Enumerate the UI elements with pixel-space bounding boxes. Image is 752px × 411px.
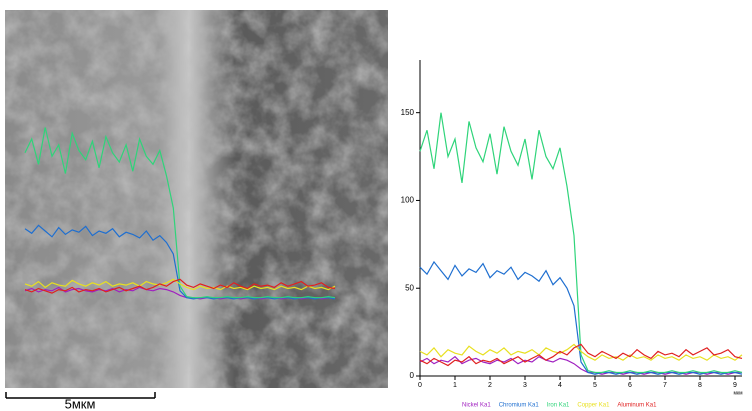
legend-entry: Copper Ka1 [577,403,610,409]
sem-image [5,10,388,388]
series-line [420,113,742,373]
legend-entry: Iron Ka1 [547,403,570,409]
scale-bar-label: 5мкм [65,396,96,411]
legend-entry: Chromium Ka1 [499,403,540,409]
x-tick-label: 1 [453,382,457,389]
y-tick-label: 150 [401,108,415,117]
x-tick-label: 4 [558,382,562,389]
x-tick-label: 7 [663,382,667,389]
y-tick-label: 50 [405,283,414,292]
x-tick-label: 6 [628,382,632,389]
x-tick-label: 5 [593,382,597,389]
sem-texture [5,10,388,388]
figure: 5мкм 0 50 100 150 0 1 2 3 4 5 6 7 8 9мкм Nickel Ka1 Chr… [0,0,752,411]
x-tick-label: 9 [733,382,737,389]
page: {"chart_data": {"type": "line", "scale_b… [0,0,752,411]
x-tick-label: 2 [488,382,492,389]
x-tick-label: 8 [698,382,702,389]
y-tick-label: 100 [401,196,415,205]
x-tick-label: 3 [523,382,527,389]
legend-entry: Nickel Ka1 [462,403,491,409]
x-axis-label: мкм [733,390,743,396]
x-tick-label: 0 [418,382,422,389]
legend-entry: Aluminum Ka1 [617,403,657,409]
y-tick-label: 0 [410,371,415,380]
